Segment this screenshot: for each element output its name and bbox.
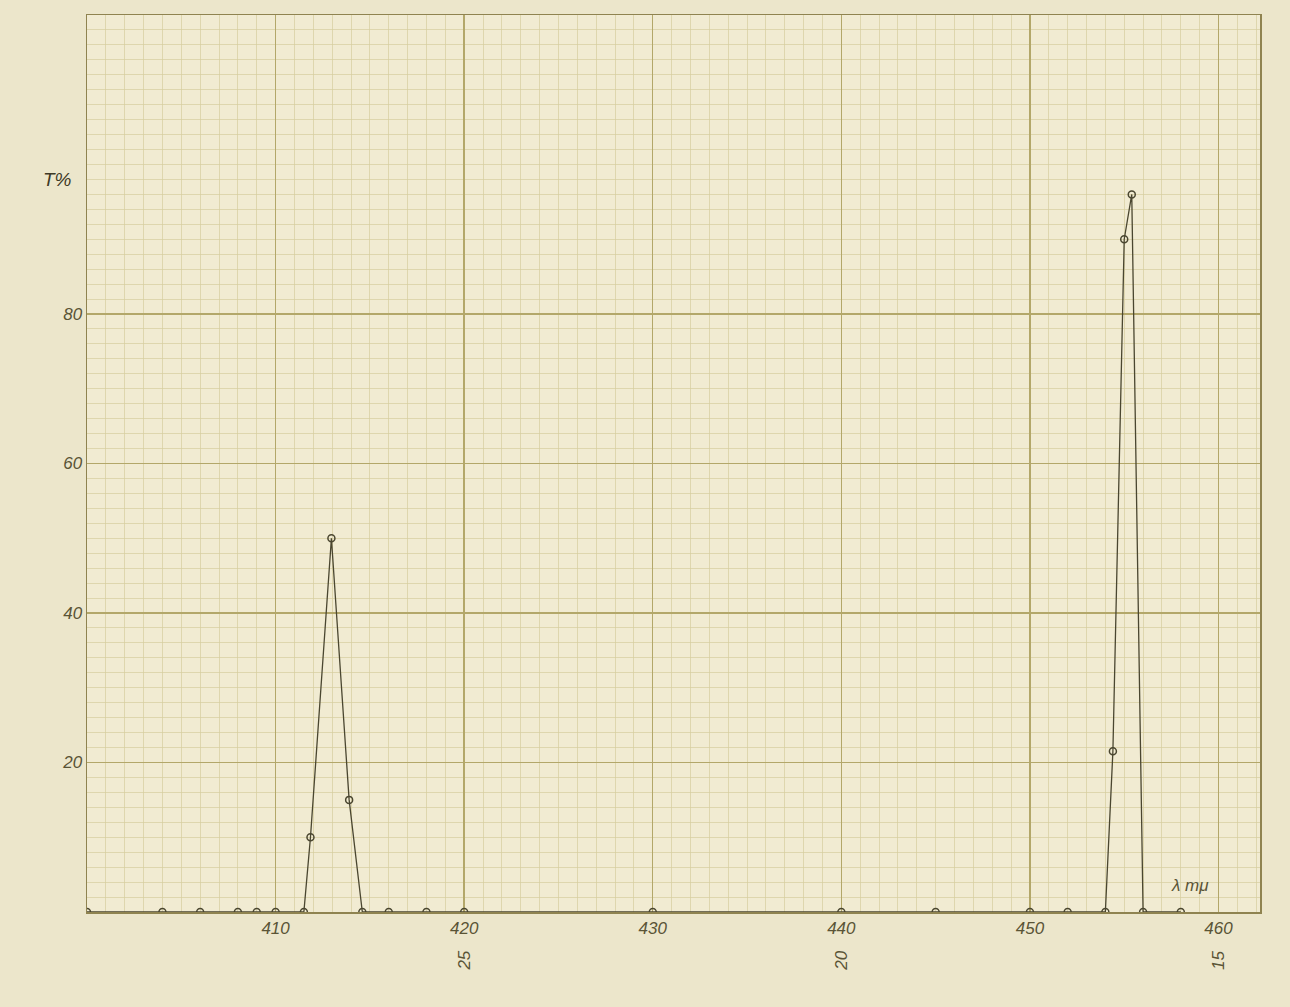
svg-text:20: 20 (832, 950, 851, 970)
svg-text:420: 420 (450, 919, 479, 938)
svg-text:440: 440 (827, 919, 856, 938)
svg-text:460: 460 (1204, 919, 1233, 938)
svg-text:T%: T% (43, 169, 72, 190)
svg-text:25: 25 (455, 950, 474, 970)
svg-text:60: 60 (63, 454, 82, 473)
svg-text:40: 40 (63, 604, 82, 623)
svg-text:80: 80 (63, 305, 82, 324)
svg-text:20: 20 (62, 753, 82, 772)
svg-text:15: 15 (1209, 950, 1228, 969)
svg-text:430: 430 (639, 919, 668, 938)
svg-text:λ mμ: λ mμ (1171, 876, 1209, 895)
svg-text:410: 410 (261, 919, 290, 938)
svg-text:450: 450 (1016, 919, 1045, 938)
